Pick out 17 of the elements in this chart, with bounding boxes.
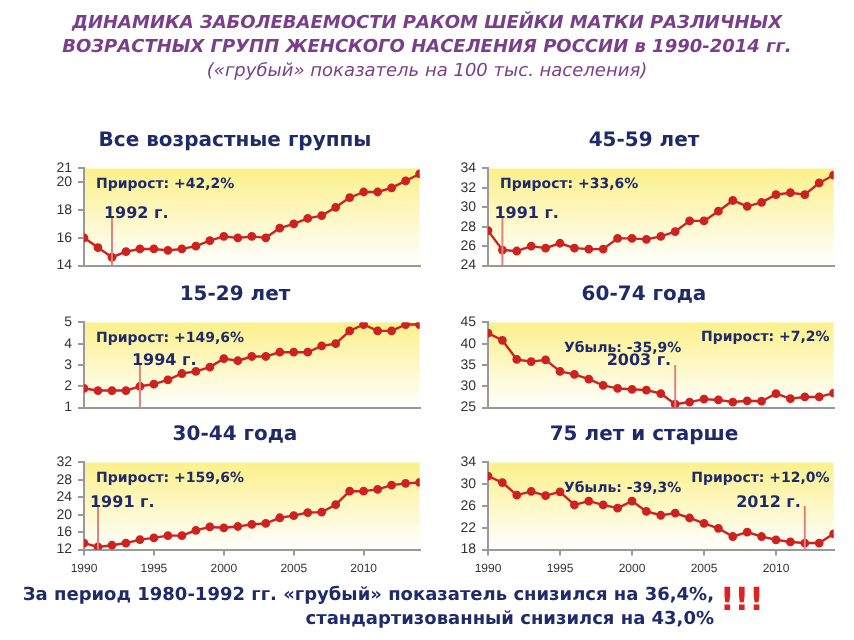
chart-title: 75 лет и старше xyxy=(547,422,741,448)
ref-line-label: 1992 г. xyxy=(103,204,169,223)
chart-title: 60-74 года xyxy=(579,282,709,308)
ref-line-label: 1991 г. xyxy=(89,492,155,511)
text: !!! xyxy=(720,580,764,618)
text: стандартизованный снизился на 43,0% xyxy=(305,608,714,632)
chart-title: 30-44 года xyxy=(170,422,300,448)
ref-line-label: 2012 г. xyxy=(736,492,801,511)
ref-line-label: 1994 г. xyxy=(131,351,197,370)
chart-title: 15-29 лет xyxy=(177,282,293,308)
chart-title: 45-59 лет xyxy=(586,128,702,154)
chart-title: Все возрастные группы xyxy=(96,128,374,154)
ref-line-label: 2003 г. xyxy=(606,351,672,370)
text: ДИНАМИКА ЗАБОЛЕВАЕМОСТИ РАКОМ ШЕЙКИ МАТКИ РАЗЛИЧНЫХ ВОЗРАСТНЫХ ГРУПП ЖЕНСКОГО НАСЕЛЕНИЯ РОССИИ в 1990-2014 гг. xyxy=(60,12,794,60)
ref-line-label: 1991 г. xyxy=(494,204,559,223)
text: («грубый» показатель на 100 тыс. населения) xyxy=(204,60,650,84)
text: За период 1980-1992 гг. «грубый» показатель снизился на 36,4%, xyxy=(22,584,714,608)
